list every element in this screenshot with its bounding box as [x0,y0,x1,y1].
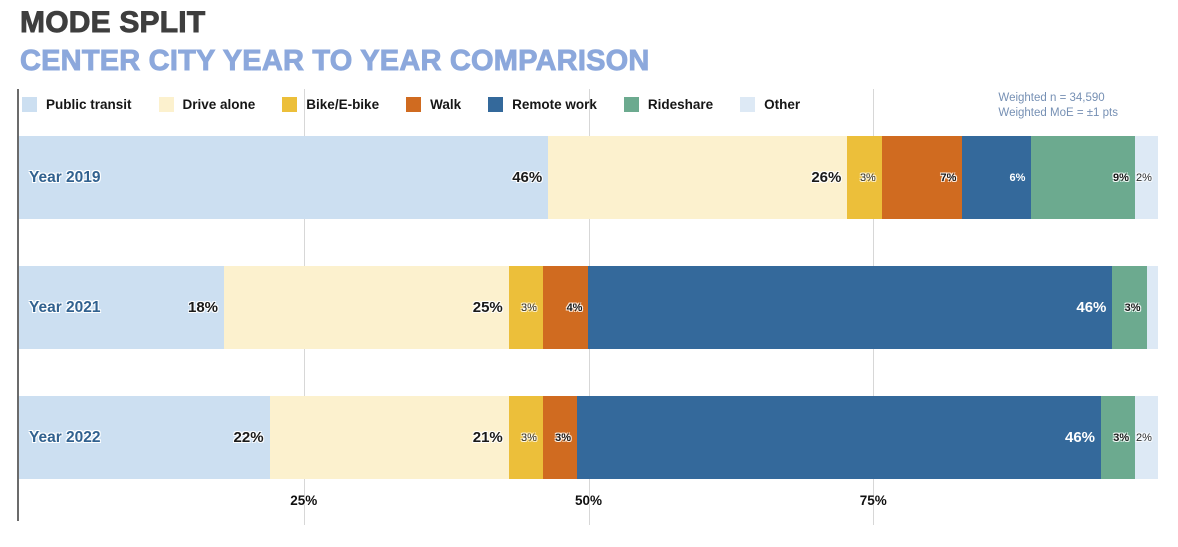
legend-swatch-icon [488,96,504,112]
legend-swatch-icon [158,96,174,112]
bar-segment-other [1146,266,1158,349]
bar-segment-walk: 7% [881,136,963,219]
y-axis-line [17,89,19,521]
segment-value-label: 6% [1009,171,1026,184]
legend-label: Bike/E-bike [306,96,380,112]
legend-label: Remote work [512,96,597,112]
page-subtitle: CENTER CITY YEAR TO YEAR COMPARISON [20,45,650,78]
segment-value-label: 22% [233,429,264,446]
weighted-n-text: Weighted n = 34,590 [998,92,1105,104]
bar-segment-drive-alone: 26% [548,136,848,219]
x-axis-tick-label: 75% [859,493,887,508]
legend-item-public-transit: Public transit [22,96,132,112]
segment-value-label: 7% [940,171,957,184]
bar-row-year-2019: 46% 26% 3% 7% 6% 9% 2% Year 2019 [19,136,1158,219]
bar-segment-drive-alone: 25% [224,266,509,349]
bar-segment-bike-e-bike: 3% [508,396,543,479]
bar-segment-drive-alone: 21% [269,396,509,479]
x-axis-tick-label: 25% [290,493,318,508]
bars-container: 46% 26% 3% 7% 6% 9% 2% Year 2019 18% 25% 3% 4% 46% 3%… [0,136,1178,479]
bar-category-label: Year 2021 [29,298,101,316]
bar-segment-public-transit: 46% [19,136,549,219]
legend-label: Walk [430,96,462,112]
bar-row-year-2021: 18% 25% 3% 4% 46% 3% Year 2021 [19,266,1158,349]
segment-value-label: 3% [521,431,537,444]
bar-category-label: Year 2019 [29,168,101,186]
legend-item-other: Other [740,96,801,112]
legend-item-walk: Walk [406,96,462,112]
page-title: MODE SPLIT [20,6,206,40]
segment-value-label: 3% [521,301,537,314]
segment-value-label: 26% [811,169,842,186]
weighting-note: Weighted n = 34,590 Weighted MoE = ±1 pt… [998,91,1118,121]
bar-segment-public-transit: 18% [19,266,225,349]
bar-segment-walk: 3% [542,396,578,479]
legend-swatch-icon [406,96,422,112]
legend-swatch-icon [22,96,37,112]
legend-label: Other [764,96,801,112]
legend-swatch-icon [740,96,756,112]
x-axis-tick-label: 50% [574,493,603,508]
segment-value-label: 9% [1113,171,1129,184]
bar-segment-bike-e-bike: 3% [847,136,882,219]
bar-category-label: Year 2022 [29,428,101,446]
bar-row-year-2022: 22% 21% 3% 3% 46% 3% 2% Year 2022 [19,396,1158,479]
legend-item-drive-alone: Drive alone [158,96,256,112]
chart-legend: Public transit Drive alone Bike/E-bike Walk… [22,89,982,119]
bar-segment-other: 2% [1135,396,1158,479]
segment-value-label: 3% [555,431,572,444]
bar-segment-other: 2% [1134,136,1158,219]
segment-value-label: 3% [859,171,876,184]
segment-value-label: 3% [1113,431,1130,444]
segment-value-label: 25% [472,299,503,316]
segment-value-label: 2% [1136,431,1152,444]
bar-segment-remote-work: 46% [588,266,1113,349]
segment-value-label: 46% [1076,299,1107,316]
weighted-moe-text: Weighted MoE = ±1 pts [998,107,1118,119]
bar-segment-walk: 4% [542,266,589,349]
bar-segment-remote-work: 46% [577,396,1102,479]
segment-value-label: 46% [1064,429,1096,446]
stacked-bar-chart: Public transit Drive alone Bike/E-bike Walk… [0,89,1178,527]
mode-split-report: MODE SPLIT CENTER CITY YEAR TO YEAR COMP… [0,6,1178,547]
segment-value-label: 4% [566,301,583,314]
segment-value-label: 18% [187,299,219,316]
bar-segment-rideshare: 3% [1112,266,1147,349]
legend-swatch-icon [282,96,298,112]
bar-segment-remote-work: 6% [962,136,1032,219]
legend-label: Public transit [46,96,132,112]
legend-item-rideshare: Rideshare [623,96,714,112]
legend-item-remote-work: Remote work [488,96,597,112]
segment-value-label: 46% [512,169,543,186]
bar-segment-rideshare: 3% [1101,396,1136,479]
bar-segment-public-transit: 22% [19,396,270,479]
x-axis: 25% 50% 75% [0,487,1178,513]
segment-value-label: 3% [1124,301,1141,314]
legend-label: Drive alone [182,96,256,112]
segment-value-label: 21% [472,429,503,446]
bar-segment-rideshare: 9% [1031,136,1135,219]
legend-swatch-icon [623,96,639,112]
legend-label: Rideshare [647,96,714,112]
bar-segment-bike-e-bike: 3% [508,266,543,349]
legend-item-bike-e-bike: Bike/E-bike [282,96,380,112]
segment-value-label: 2% [1136,171,1152,184]
